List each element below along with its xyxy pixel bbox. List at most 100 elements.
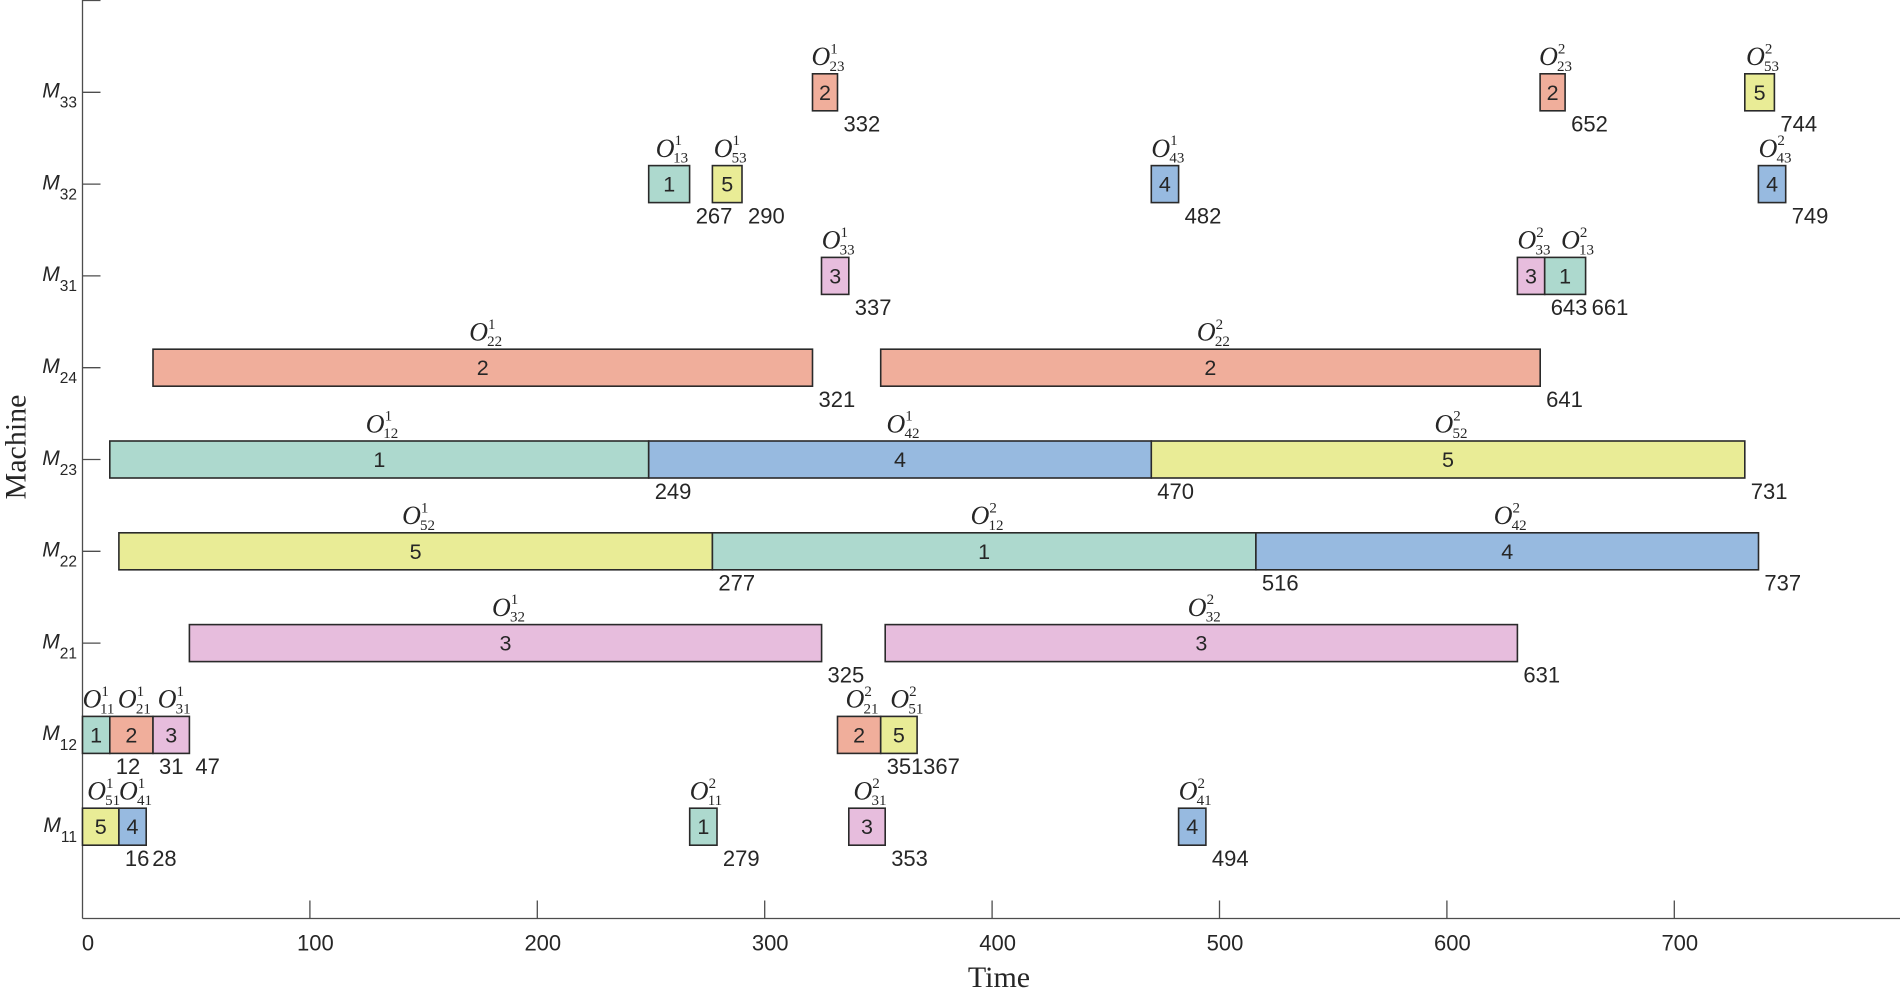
svg-text:2: 2: [1547, 81, 1559, 105]
svg-text:749: 749: [1792, 203, 1829, 228]
svg-text:279: 279: [723, 846, 760, 871]
svg-text:652: 652: [1571, 112, 1608, 137]
svg-text:31: 31: [159, 754, 183, 779]
svg-text:2: 2: [853, 723, 865, 747]
svg-text:2: 2: [125, 723, 137, 747]
svg-text:3: 3: [165, 723, 177, 747]
svg-text:1: 1: [373, 448, 385, 472]
svg-text:267: 267: [696, 203, 733, 228]
svg-text:M33: M33: [42, 80, 77, 112]
svg-text:482: 482: [1185, 203, 1222, 228]
svg-text:400: 400: [979, 931, 1016, 956]
svg-text:5: 5: [893, 723, 905, 747]
svg-text:Machine: Machine: [0, 395, 32, 500]
svg-text:631: 631: [1523, 662, 1560, 687]
svg-text:3: 3: [1525, 264, 1537, 288]
svg-text:1: 1: [90, 723, 102, 747]
svg-text:731: 731: [1751, 479, 1788, 504]
svg-text:4: 4: [1159, 173, 1171, 197]
svg-text:3: 3: [500, 632, 512, 656]
svg-text:700: 700: [1661, 931, 1698, 956]
svg-text:332: 332: [844, 112, 881, 137]
svg-text:290: 290: [748, 203, 785, 228]
svg-text:5: 5: [1442, 448, 1454, 472]
svg-text:Time: Time: [968, 961, 1030, 992]
svg-text:500: 500: [1207, 931, 1244, 956]
svg-text:2: 2: [819, 81, 831, 105]
svg-text:353: 353: [891, 846, 928, 871]
svg-text:351: 351: [887, 754, 924, 779]
svg-text:643: 643: [1551, 295, 1588, 320]
svg-text:1: 1: [978, 540, 990, 564]
svg-text:4: 4: [894, 448, 906, 472]
svg-text:5: 5: [95, 815, 107, 839]
svg-text:516: 516: [1262, 571, 1299, 596]
svg-text:3: 3: [829, 264, 841, 288]
svg-text:1: 1: [663, 173, 675, 197]
svg-text:337: 337: [855, 295, 892, 320]
svg-text:367: 367: [923, 754, 960, 779]
svg-text:641: 641: [1546, 387, 1583, 412]
svg-text:494: 494: [1212, 846, 1249, 871]
svg-text:321: 321: [819, 387, 856, 412]
svg-text:2: 2: [477, 356, 489, 380]
svg-text:277: 277: [718, 571, 755, 596]
svg-text:100: 100: [297, 931, 334, 956]
svg-text:744: 744: [1780, 112, 1817, 137]
svg-text:470: 470: [1157, 479, 1194, 504]
svg-text:1: 1: [1559, 264, 1571, 288]
svg-text:5: 5: [721, 173, 733, 197]
svg-text:1: 1: [697, 815, 709, 839]
svg-text:2: 2: [1204, 356, 1216, 380]
svg-text:47: 47: [195, 754, 219, 779]
svg-text:249: 249: [655, 479, 692, 504]
svg-text:3: 3: [861, 815, 873, 839]
svg-text:737: 737: [1764, 571, 1801, 596]
svg-text:4: 4: [1501, 540, 1513, 564]
svg-text:16: 16: [125, 846, 149, 871]
svg-text:28: 28: [152, 846, 176, 871]
svg-text:5: 5: [410, 540, 422, 564]
svg-text:661: 661: [1592, 295, 1629, 320]
svg-text:4: 4: [1186, 815, 1198, 839]
svg-text:325: 325: [828, 662, 865, 687]
svg-text:5: 5: [1754, 81, 1766, 105]
svg-text:4: 4: [127, 815, 139, 839]
svg-text:600: 600: [1434, 931, 1471, 956]
svg-text:12: 12: [116, 754, 140, 779]
svg-text:300: 300: [752, 931, 789, 956]
svg-text:200: 200: [524, 931, 561, 956]
svg-text:3: 3: [1195, 632, 1207, 656]
svg-text:4: 4: [1766, 173, 1778, 197]
svg-text:0: 0: [82, 931, 94, 956]
